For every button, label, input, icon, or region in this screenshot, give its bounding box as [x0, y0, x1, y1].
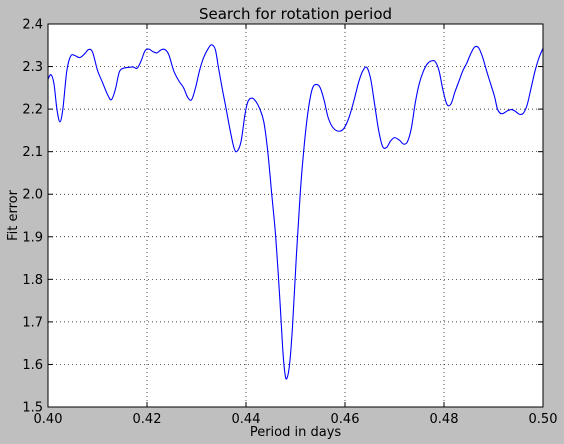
y-tick-label: 1.7 [22, 315, 43, 330]
x-tick-label: 0.44 [232, 412, 261, 427]
fit-error-line [47, 44, 544, 380]
x-tick-label: 0.46 [331, 412, 360, 427]
y-tick-label: 1.8 [22, 273, 43, 288]
x-axis-label: Period in days [250, 425, 342, 440]
y-tick-label: 2.2 [22, 103, 43, 118]
y-tick-label: 2.0 [22, 188, 43, 203]
x-tick-labels: 0.40 0.42 0.44 0.46 0.48 0.50 [34, 412, 558, 427]
y-tick-labels: 1.5 1.6 1.7 1.8 1.9 2.0 2.1 2.2 2.3 2.4 [22, 18, 43, 416]
x-tick-label: 0.48 [430, 412, 459, 427]
plot-frame [47, 23, 544, 408]
y-axis-label: Fit error [6, 189, 21, 241]
x-tick-label: 0.42 [133, 412, 162, 427]
y-tick-label: 2.3 [22, 60, 43, 75]
chart-title: Search for rotation period [199, 5, 392, 23]
y-tick-label: 2.1 [22, 145, 43, 160]
y-tick-label: 2.4 [22, 18, 43, 33]
plot-area [48, 24, 543, 407]
y-tick-label: 1.6 [22, 358, 43, 373]
x-tick-label: 0.40 [34, 412, 63, 427]
y-tick-label: 1.9 [22, 230, 43, 245]
x-tick-label: 0.50 [529, 412, 558, 427]
y-tick-label: 1.5 [22, 401, 43, 416]
